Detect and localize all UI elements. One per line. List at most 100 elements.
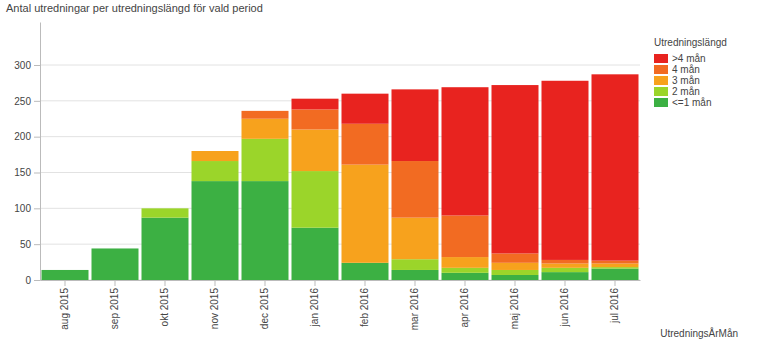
x-tick-label: feb 2016 [359, 288, 370, 327]
bar-segment [92, 248, 139, 249]
x-tick-mark [465, 280, 466, 286]
bar-segment [42, 270, 89, 280]
bar-segment [392, 161, 439, 218]
y-axis: 050100150200250300 [14, 23, 40, 286]
bar-segment [242, 119, 289, 139]
bar-segment [542, 260, 589, 264]
x-tick-label: nov 2015 [209, 288, 220, 330]
x-tick: jun 2016 [559, 280, 570, 327]
x-tick-mark [565, 280, 566, 286]
bar-segment [92, 248, 139, 280]
bar-segment [92, 248, 139, 249]
x-tick-label: apr 2016 [459, 288, 470, 328]
x-tick-mark [315, 280, 316, 286]
bar-segment [492, 263, 539, 270]
legend-swatch [654, 76, 668, 85]
x-tick-mark [115, 280, 116, 286]
x-tick-label: sep 2015 [109, 288, 120, 330]
y-tick-mark [34, 173, 40, 174]
bar-segment [492, 275, 539, 280]
x-axis-line [41, 280, 641, 281]
bar-segment [442, 257, 489, 268]
legend-swatch [654, 65, 668, 74]
bar-segment [192, 151, 239, 152]
x-tick-label: jul 2016 [609, 288, 620, 324]
bar-segment [92, 248, 139, 249]
chart: Antal utredningar per utredningslängd fö… [0, 0, 758, 357]
bar-segment [192, 151, 239, 161]
bar-segment [192, 151, 239, 152]
bar-segment [292, 130, 339, 172]
y-tick-label: 300 [14, 60, 31, 71]
y-tick: 50 [20, 239, 40, 250]
legend-label: <=1 mån [672, 97, 711, 108]
x-tick-label: dec 2015 [259, 288, 270, 330]
y-tick-label: 100 [14, 203, 31, 214]
bar-segment [142, 208, 189, 209]
bar-segment [392, 270, 439, 280]
bar-segment [142, 208, 189, 209]
bar-segment [442, 273, 489, 280]
x-tick-label: maj 2016 [509, 288, 520, 330]
bar-segment [242, 181, 289, 280]
x-tick-mark [65, 280, 66, 286]
bar-segment [592, 267, 639, 268]
legend: Utredningslängd>4 mån4 mån3 mån2 mån<=1 … [654, 37, 727, 108]
grid-line [40, 65, 640, 66]
bar-segment [242, 111, 289, 119]
x-tick-label: jun 2016 [559, 288, 570, 328]
legend-swatch [654, 98, 668, 107]
x-tick-label: jan 2016 [309, 288, 320, 328]
title: Antal utredningar per utredningslängd fö… [6, 2, 263, 14]
x-tick-mark [415, 280, 416, 286]
legend-label: >4 mån [672, 53, 706, 64]
x-tick: sep 2015 [109, 280, 120, 329]
bar-segment [142, 208, 189, 217]
bar-segment [442, 216, 489, 258]
y-tick-label: 50 [20, 239, 32, 250]
bar-segment [192, 161, 239, 181]
bar-segment [542, 268, 589, 272]
legend-swatch [654, 54, 668, 63]
y-tick-mark [34, 208, 40, 209]
x-tick: mar 2016 [409, 280, 420, 330]
y-tick-label: 250 [14, 96, 31, 107]
x-tick: jul 2016 [609, 280, 620, 324]
x-tick: dec 2015 [259, 280, 270, 329]
bar-segment [592, 74, 639, 260]
grid [40, 65, 640, 280]
x-tick: feb 2016 [359, 280, 370, 327]
legend-swatch [654, 87, 668, 96]
bar-segment [142, 208, 189, 209]
bar-segment [42, 269, 89, 270]
bar-segment [542, 81, 589, 260]
bar-segment [592, 261, 639, 264]
x-tick-label: aug 2015 [59, 288, 70, 330]
y-tick-label: 150 [14, 167, 31, 178]
bar-segment [392, 259, 439, 270]
y-tick-mark [34, 244, 40, 245]
bar-segment [542, 264, 589, 268]
x-tick-mark [615, 280, 616, 286]
bar-segment [42, 269, 89, 270]
y-tick: 250 [14, 96, 40, 107]
bar-segment [342, 94, 389, 124]
legend-label: 4 mån [672, 64, 700, 75]
bar-segment [442, 268, 489, 273]
bar-segment [492, 253, 539, 262]
bar-segment [242, 110, 289, 111]
bar-segment [242, 139, 289, 181]
x-axis: aug 2015 sep 2015 okt 2015 nov 2015 dec 2015… [41, 280, 641, 330]
bar-segment [492, 85, 539, 253]
y-tick: 100 [14, 203, 40, 214]
y-tick-mark [34, 65, 40, 66]
x-tick-label: okt 2015 [159, 288, 170, 327]
bar-segment [42, 269, 89, 270]
x-tick: okt 2015 [159, 280, 170, 326]
x-tick-mark [265, 280, 266, 286]
x-tick-mark [215, 280, 216, 286]
legend-title: Utredningslängd [654, 37, 727, 48]
y-tick: 150 [14, 167, 40, 178]
y-tick-mark [34, 280, 40, 281]
legend-label: 3 mån [672, 75, 700, 86]
